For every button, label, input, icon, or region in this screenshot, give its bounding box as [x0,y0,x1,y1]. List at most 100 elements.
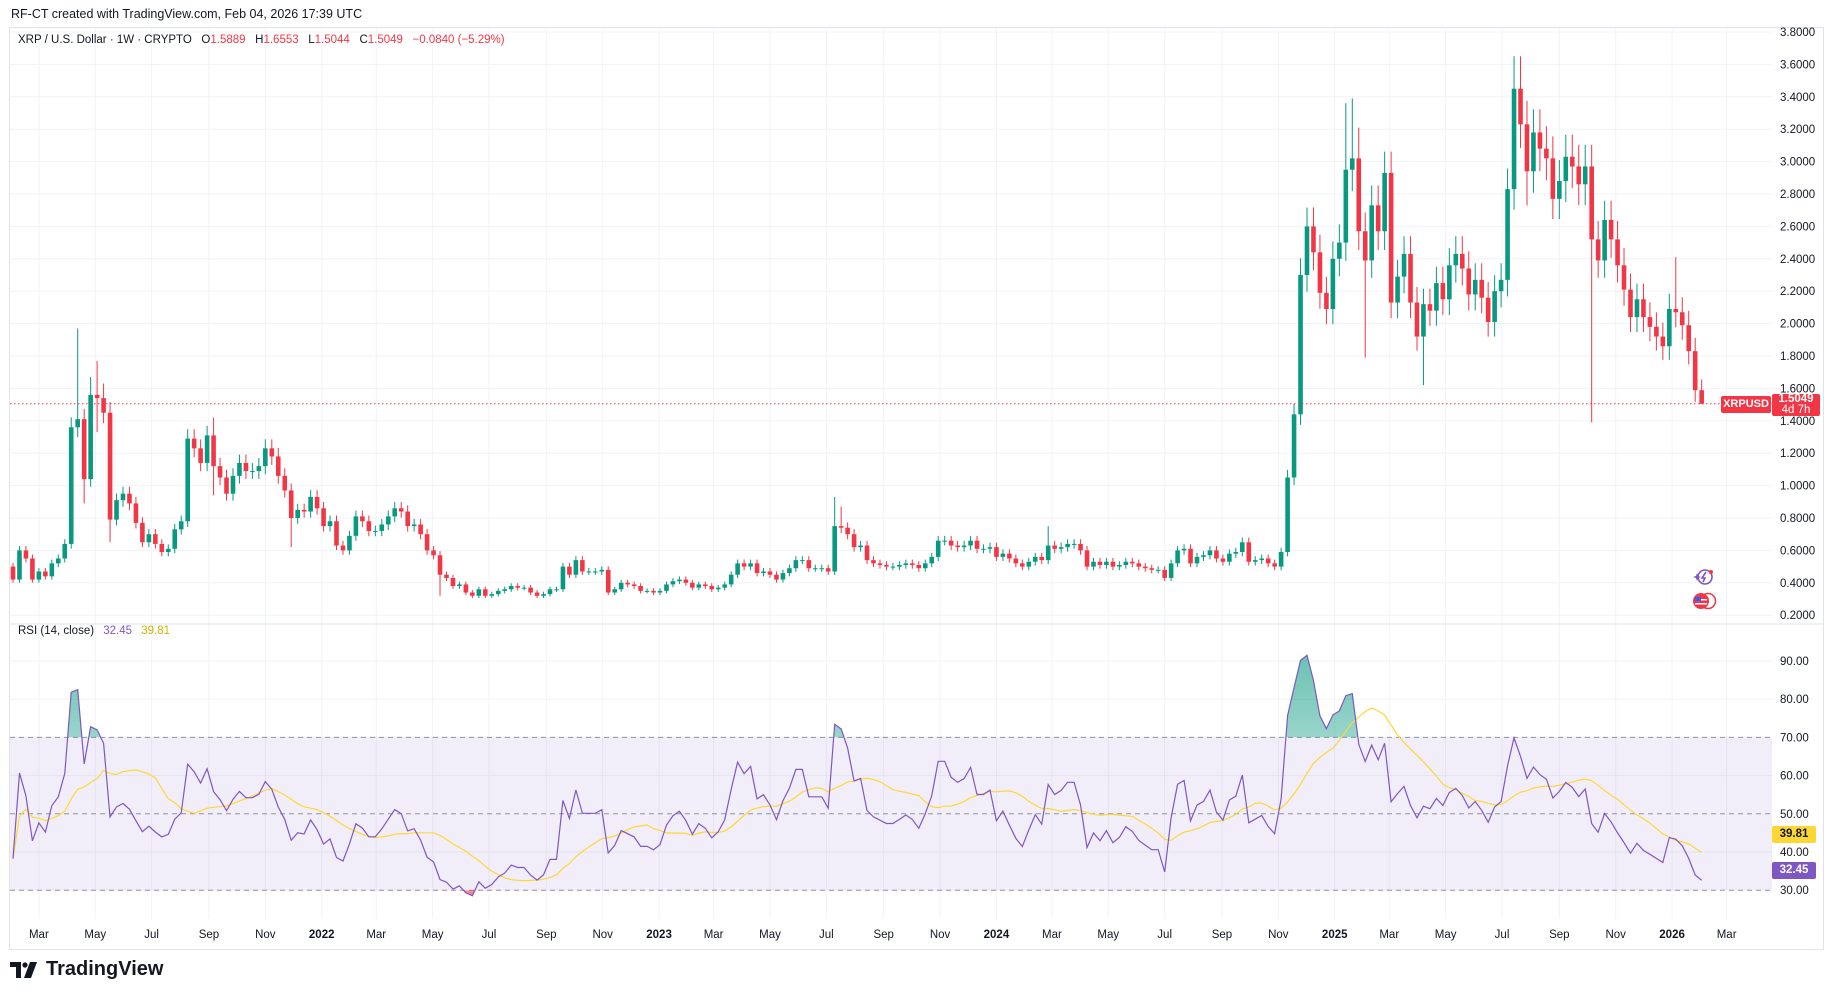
candle-body [1291,414,1297,478]
candle [146,529,152,548]
candle-body [275,456,281,476]
candle [1110,557,1116,571]
price-axis-label: 0.6000 [1780,545,1815,557]
candle [812,564,818,572]
candle-body [10,566,16,580]
candle [1569,134,1575,189]
candle [185,429,190,527]
candle [1032,552,1038,566]
candle [599,566,605,575]
candle [1330,241,1336,325]
candle-body [657,590,663,593]
candle-body [75,419,80,428]
candle [1194,552,1200,568]
candle-body [735,563,740,575]
candle [1026,557,1032,571]
candle [1201,551,1206,561]
candle [1117,561,1122,571]
candle [398,502,404,518]
candle-body [1136,563,1142,567]
candle-body [1602,219,1607,261]
time-axis-label: May [759,929,781,941]
candle [55,554,61,568]
candle [780,569,786,583]
candle [1356,127,1362,250]
last-price-tag: 1.5049 4d 7h [1772,393,1820,416]
candle [1155,566,1161,574]
ai-spark-icon[interactable] [1690,568,1716,586]
candle [250,463,255,479]
candle [638,583,643,594]
candle-body [929,556,935,564]
candle [1214,546,1219,563]
symbol-legend[interactable]: XRP / U.S. Dollar · 1W · CRYPTO O1.5889 … [18,34,505,46]
symbol-name[interactable]: XRP / U.S. Dollar · 1W · CRYPTO [18,34,192,46]
candle-body [793,560,799,569]
candle [178,515,184,535]
candle [1039,552,1045,565]
candle-body [1518,88,1523,125]
candle-body [812,568,818,570]
change-value: −0.0840 (−5.29%) [412,34,505,46]
candle-body [347,535,352,551]
candle [890,562,896,571]
candle-body [1408,253,1413,303]
candle-body [1246,542,1252,562]
candle-body [476,589,482,596]
time-axis-label: Mar [1042,929,1062,941]
candle [987,542,993,554]
candle-body [489,594,495,596]
time-axis-label: Mar [1717,929,1737,941]
candle [62,539,68,563]
rsi-title[interactable]: RSI (14, close) [18,625,95,637]
candle-body [1058,547,1064,549]
candle [224,469,229,501]
candle-body [1544,148,1549,159]
candle-body [1175,550,1180,564]
candle [1492,275,1497,337]
candle [1168,559,1174,582]
candle [929,552,935,568]
time-axis-label: Sep [873,929,893,941]
time-axis-label: May [84,929,106,941]
candle [644,588,650,594]
candle [1020,559,1025,571]
candle-body [728,574,734,585]
candle [1511,56,1517,210]
candle-body [845,527,850,535]
candle [858,540,863,552]
us-flag-event-icon[interactable] [1690,592,1717,610]
candle [120,486,126,507]
candle-body [1149,568,1155,570]
candle [1524,100,1530,206]
candle-body [1563,156,1569,182]
candle [955,540,960,552]
rsi-legend[interactable]: RSI (14, close) 32.45 39.81 [18,625,170,637]
time-axis-label: Mar [1379,929,1399,941]
candle [1246,537,1252,566]
candle [994,542,999,561]
candle-body [1304,226,1310,275]
candle [1427,288,1433,326]
candle-body [1369,205,1374,261]
candle [910,559,915,569]
candle [547,586,553,597]
candle [903,559,909,569]
candle [340,540,346,555]
candle-body [1330,258,1336,310]
candle-body [547,589,553,595]
candle [1007,549,1012,563]
candle [204,425,210,472]
tradingview-logo[interactable]: TradingView [10,958,163,981]
price-candles [10,56,1772,599]
candle [1142,562,1148,572]
candle [288,483,294,548]
candle [1699,379,1704,404]
candle [256,457,262,479]
candle [1013,554,1019,568]
candle-body [1466,268,1472,295]
candle [974,535,980,554]
candle-body [631,584,637,587]
candle-body [1285,477,1290,553]
